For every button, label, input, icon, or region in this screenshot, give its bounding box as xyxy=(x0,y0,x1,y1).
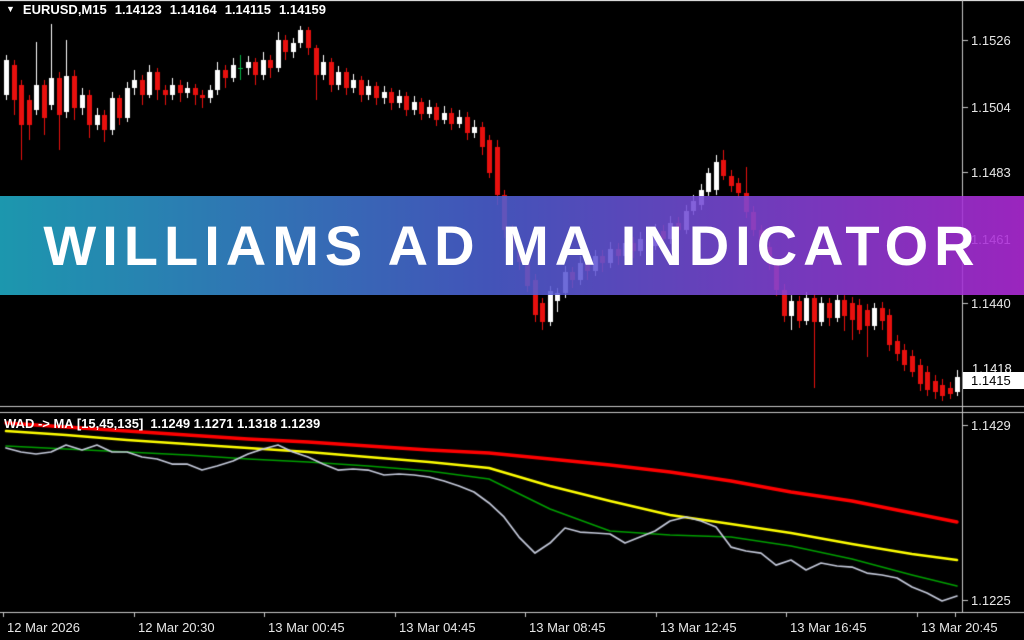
symbol-label: EURUSD,M15 xyxy=(22,2,107,17)
promo-banner: WILLIAMS AD MA INDICATOR xyxy=(0,196,1024,295)
indicator-axis-label: 1.1429 xyxy=(971,418,1011,433)
bid-price-label: 1.1415 xyxy=(971,373,1011,388)
time-axis[interactable]: 12 Mar 2026 12 Mar 20:30 13 Mar 00:45 13 Ma… xyxy=(0,613,1024,640)
time-axis-label: 13 Mar 08:45 xyxy=(529,620,606,635)
time-axis-label: 13 Mar 12:45 xyxy=(660,620,737,635)
indicator-values: 1.1249 1.1271 1.1318 1.1239 xyxy=(150,416,321,431)
time-axis-label: 13 Mar 04:45 xyxy=(399,620,476,635)
time-axis-label: 13 Mar 00:45 xyxy=(268,620,345,635)
time-axis-label: 12 Mar 2026 xyxy=(7,620,80,635)
chart-symbol-arrow-icon: ▼ xyxy=(6,4,15,14)
price-axis-label: 1.1526 xyxy=(971,33,1011,48)
price-axis-label: 1.1504 xyxy=(971,100,1011,115)
ohlc-high: 1.14164 xyxy=(169,2,217,17)
bid-price-box: 1.1415 xyxy=(963,372,1024,389)
indicator-header: WAD -> MA [15,45,135] 1.1249 1.1271 1.13… xyxy=(4,416,320,431)
time-axis-label: 13 Mar 16:45 xyxy=(790,620,867,635)
indicator-title: WAD -> MA [15,45,135] xyxy=(4,416,144,431)
time-axis-label: 12 Mar 20:30 xyxy=(138,620,215,635)
ohlc-open: 1.14123 xyxy=(114,2,162,17)
ohlc-low: 1.14115 xyxy=(224,2,271,17)
indicator-axis-label: 1.1225 xyxy=(971,593,1011,608)
price-axis-label: 1.1483 xyxy=(971,165,1011,180)
ohlc-close: 1.14159 xyxy=(279,2,326,17)
time-axis-label: 13 Mar 20:45 xyxy=(921,620,998,635)
ohlc-readout: ▼ EURUSD,M15 1.14123 1.14164 1.14115 1.1… xyxy=(6,2,326,17)
price-axis-label: 1.1440 xyxy=(971,296,1011,311)
banner-title: WILLIAMS AD MA INDICATOR xyxy=(43,214,981,277)
